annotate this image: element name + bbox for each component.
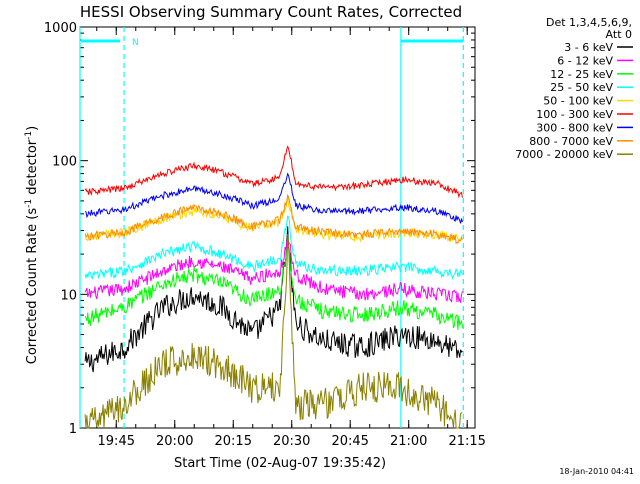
timestamp: 18-Jan-2010 04:41 <box>559 467 634 476</box>
x-tick-label: 20:45 <box>331 434 368 449</box>
y-tick-label: 10 <box>60 288 77 303</box>
series-line <box>84 193 463 245</box>
legend-label: 100 - 300 keV <box>536 108 613 121</box>
plot-layer: 1 10 100 1000 19:45 20:00 20:15 20:30 20:45 21:00… <box>44 21 486 449</box>
series-line <box>84 195 463 243</box>
legend-title-line2: Att 0 <box>606 28 632 41</box>
x-tick-label: 20:30 <box>273 434 310 449</box>
series-line <box>84 233 463 429</box>
x-tick-label: 21:15 <box>448 434 485 449</box>
y-tick-label: 1 <box>69 422 77 437</box>
series-line <box>84 226 463 373</box>
x-tick-label: 20:00 <box>156 434 193 449</box>
y-axis-label: Corrected Count Rate (s-1 detector-1) <box>24 126 40 364</box>
y-axis-label-part3: ) <box>25 126 40 131</box>
chart-title: HESSI Observing Summary Count Rates, Cor… <box>80 3 462 21</box>
y-tick-label: 1000 <box>44 21 77 36</box>
x-tick-label: 20:15 <box>215 434 252 449</box>
y-tick-label: 100 <box>52 155 77 170</box>
x-axis-label: Start Time (02-Aug-07 19:35:42) <box>174 456 386 471</box>
legend-label: 25 - 50 keV <box>550 81 613 94</box>
series-line <box>84 172 463 224</box>
legend-title-line1: Det 1,3,4,5,6,9, <box>546 16 632 29</box>
legend-label: 300 - 800 keV <box>536 121 613 134</box>
y-axis-label-sup1: -1 <box>24 199 34 208</box>
y-axis-label-sup2: -1 <box>24 131 34 140</box>
legend-label: 3 - 6 keV <box>564 41 613 54</box>
series-line <box>84 240 463 303</box>
legend-label: 800 - 7000 keV <box>529 135 613 148</box>
series-line <box>84 145 463 199</box>
legend-label: 50 - 100 keV <box>543 95 613 108</box>
series-line <box>84 215 463 280</box>
x-tick-label: 19:45 <box>98 434 135 449</box>
y-axis-label-part2: detector <box>25 139 40 199</box>
flag-label: N <box>132 38 139 48</box>
legend-label: 7000 - 20000 keV <box>515 148 613 161</box>
x-tick-label: 21:00 <box>390 434 427 449</box>
series-line <box>84 244 463 330</box>
legend-label: 12 - 25 keV <box>550 68 613 81</box>
legend-label: 6 - 12 keV <box>557 54 613 67</box>
y-axis-label-part1: Corrected Count Rate (s <box>25 208 40 365</box>
